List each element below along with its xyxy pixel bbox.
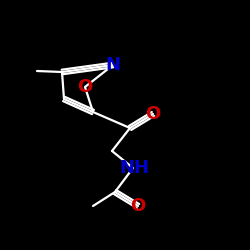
Text: O: O (78, 78, 92, 96)
Text: NH: NH (119, 159, 149, 177)
Text: N: N (106, 56, 120, 74)
Text: O: O (130, 197, 146, 215)
Text: O: O (146, 105, 160, 123)
